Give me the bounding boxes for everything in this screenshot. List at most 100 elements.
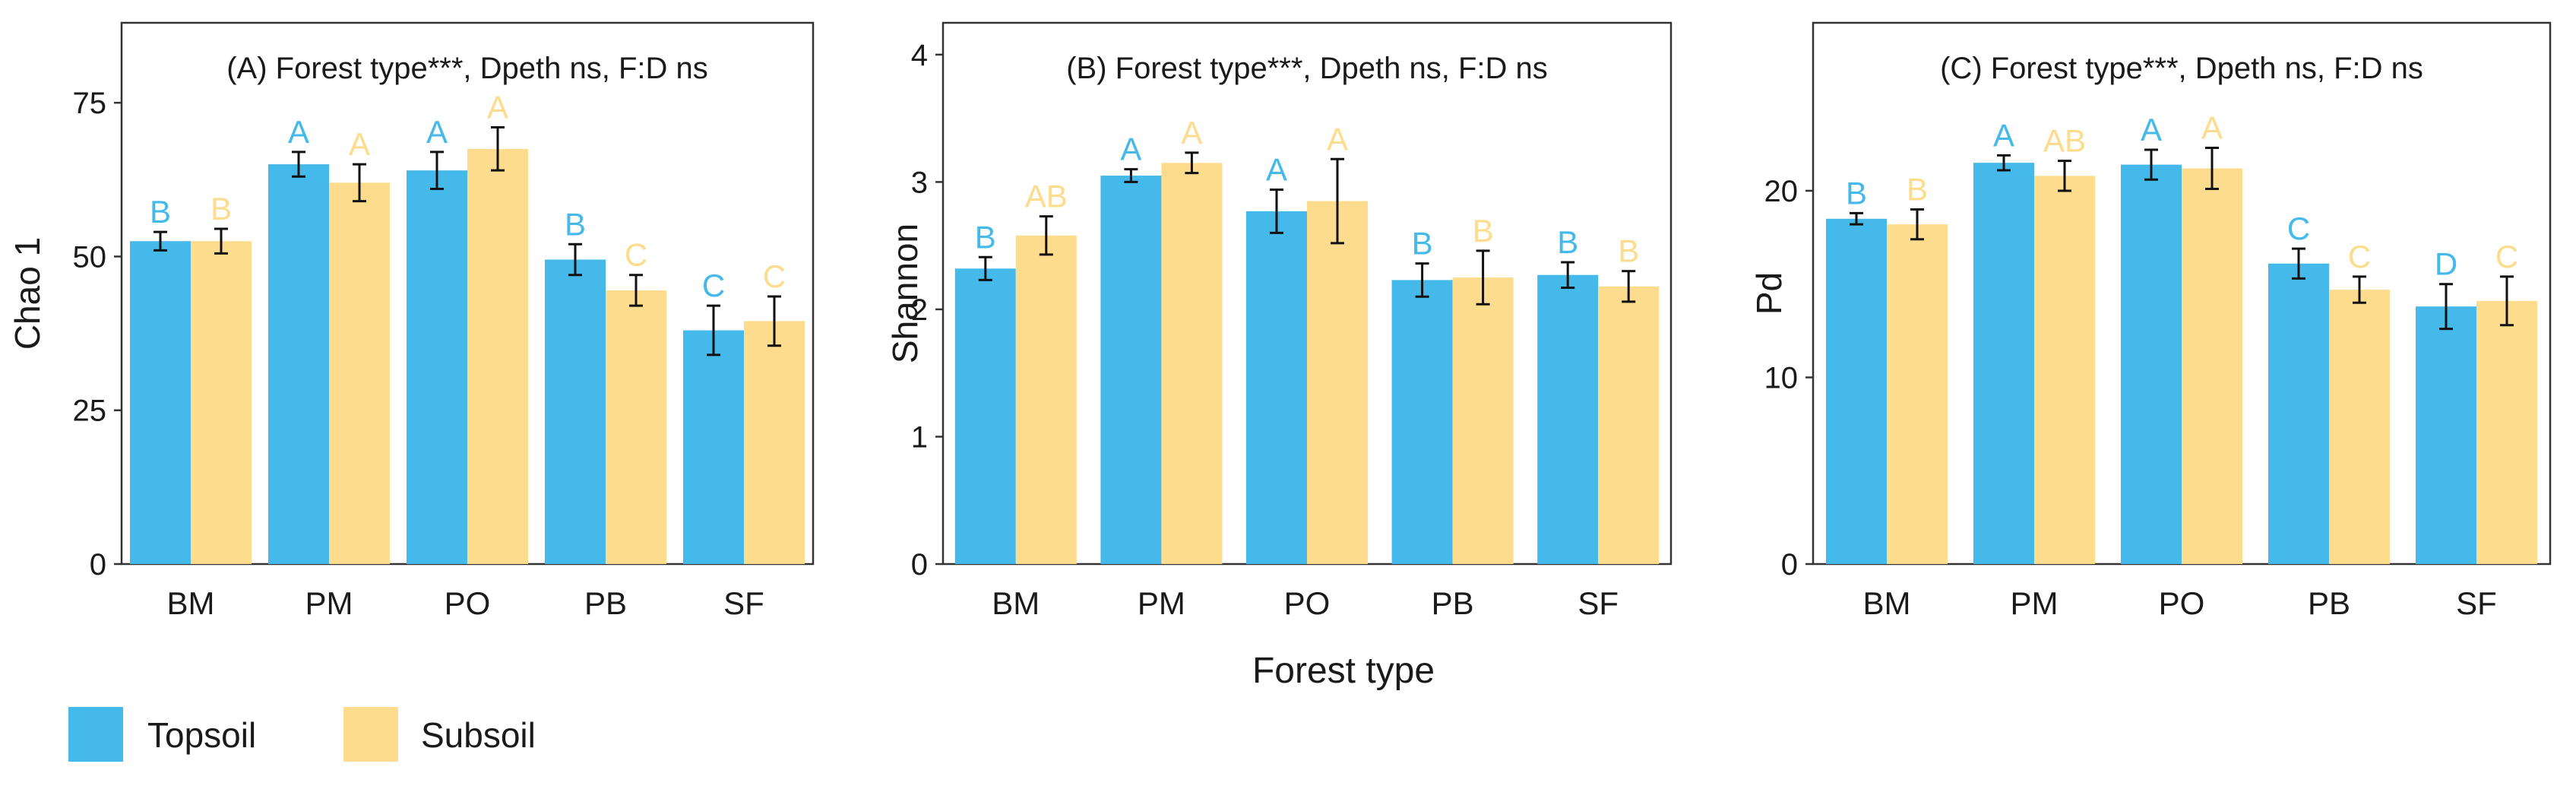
x-axis-label: Forest type [1252,651,1435,691]
legend-swatch-subsoil [343,707,398,762]
chart-panel-1: (A) Forest type***, Dpeth ns, F:D ns Chao… [8,21,815,621]
significance-letter-subsoil: B [1618,233,1639,269]
x-tick-label: SF [1578,585,1619,621]
x-tick-label: PO [445,585,491,621]
significance-letter-subsoil: B [1473,213,1494,249]
chart-title: (C) Forest type***, Dpeth ns, F:D ns [1940,52,2423,85]
x-tick-label: PO [1284,585,1331,621]
bar-topsoil [683,330,744,564]
y-tick-label: 75 [73,87,107,120]
significance-letter-subsoil: A [1181,115,1202,151]
significance-letter-subsoil: AB [2043,123,2086,159]
x-tick-label: PB [584,585,627,621]
bar-topsoil [1973,163,2034,564]
bar-topsoil [1246,211,1307,564]
significance-letter-topsoil: A [426,114,448,150]
y-tick-label: 4 [911,39,928,72]
bar-topsoil [2268,263,2329,564]
chart-title: (A) Forest type***, Dpeth ns, F:D ns [226,52,708,85]
bar-subsoil [329,182,390,564]
chart-panels: (A) Forest type***, Dpeth ns, F:D ns Chao… [8,21,2552,621]
x-tick-label: SF [2456,585,2497,621]
bar-topsoil [1391,280,1453,564]
bar-subsoil [1452,277,1514,564]
significance-letter-topsoil: D [2435,246,2457,282]
legend-swatch-topsoil [68,707,123,762]
bar-subsoil [191,241,252,564]
bar-topsoil [2416,306,2476,564]
significance-letter-subsoil: A [1327,121,1348,157]
bar-topsoil [2121,164,2182,564]
bar-topsoil [1537,274,1599,564]
significance-letter-topsoil: B [565,206,586,242]
y-tick-label: 20 [1764,175,1799,208]
significance-letter-subsoil: A [349,126,370,162]
significance-letter-topsoil: A [1120,132,1141,167]
significance-letter-subsoil: B [210,191,232,227]
y-tick-label: 2 [911,293,928,327]
significance-letter-subsoil: B [1907,172,1928,208]
bar-topsoil [268,164,329,564]
bar-topsoil [407,170,467,564]
bar-topsoil [954,268,1016,564]
x-tick-label: BM [167,585,215,621]
significance-letter-topsoil: A [1993,117,2014,153]
bar-subsoil [467,148,528,564]
chart-panel-3: (C) Forest type***, Dpeth ns, F:D ns Pd 0 1… [1749,21,2552,621]
bar-subsoil [2476,300,2537,564]
y-tick-label: 0 [911,548,928,582]
significance-letter-topsoil: A [1266,151,1287,187]
bar-topsoil [130,241,191,564]
significance-letter-subsoil: AB [1025,179,1068,214]
x-tick-label: PM [2011,585,2059,621]
significance-letter-subsoil: A [487,90,508,125]
x-tick-label: PM [1138,585,1185,621]
significance-letter-subsoil: A [2201,109,2223,145]
chart-panel-2: (B) Forest type***, Dpeth ns, F:D ns Shan… [885,21,1673,621]
significance-letter-topsoil: C [702,268,725,303]
y-axis-label: Pd [1749,272,1789,315]
bar-subsoil [1015,235,1077,564]
bar-topsoil [1100,176,1162,565]
bar-subsoil [744,321,805,564]
bar-subsoil [1887,224,1948,564]
x-tick-label: PB [2308,585,2350,621]
y-tick-label: 0 [90,548,106,582]
y-tick-label: 0 [1781,548,1798,582]
significance-letter-topsoil: A [2141,112,2162,147]
x-tick-label: PM [305,585,353,621]
x-tick-label: SF [723,585,764,621]
significance-letter-subsoil: C [625,237,647,273]
significance-letter-topsoil: B [1846,175,1867,211]
y-tick-label: 1 [911,420,928,454]
significance-letter-topsoil: A [288,114,309,150]
significance-letter-subsoil: C [2348,239,2371,274]
bar-subsoil [606,290,666,564]
bar-subsoil [1307,201,1368,564]
y-tick-label: 25 [73,395,107,428]
legend-label-topsoil: Topsoil [147,715,256,755]
x-tick-label: BM [992,585,1040,621]
x-tick-label: BM [1863,585,1911,621]
y-tick-label: 3 [911,166,928,199]
significance-letter-subsoil: C [2495,239,2518,274]
significance-letter-topsoil: B [1557,224,1578,260]
bar-subsoil [2329,290,2390,564]
significance-letter-topsoil: B [150,194,171,230]
legend: Topsoil Subsoil [68,707,536,762]
x-tick-label: PB [1432,585,1474,621]
y-tick-label: 10 [1764,361,1799,395]
bar-subsoil [2182,168,2242,565]
y-tick-label: 50 [73,240,107,274]
significance-letter-subsoil: C [763,258,786,294]
x-tick-label: PO [2159,585,2205,621]
significance-letter-topsoil: B [975,219,996,255]
bar-topsoil [1826,218,1887,564]
bar-subsoil [1161,163,1223,564]
y-axis-label: Shannon [885,223,925,363]
significance-letter-topsoil: B [1412,226,1433,261]
bar-subsoil [1598,286,1660,564]
chart-title: (B) Forest type***, Dpeth ns, F:D ns [1066,52,1548,85]
legend-label-subsoil: Subsoil [421,715,536,755]
